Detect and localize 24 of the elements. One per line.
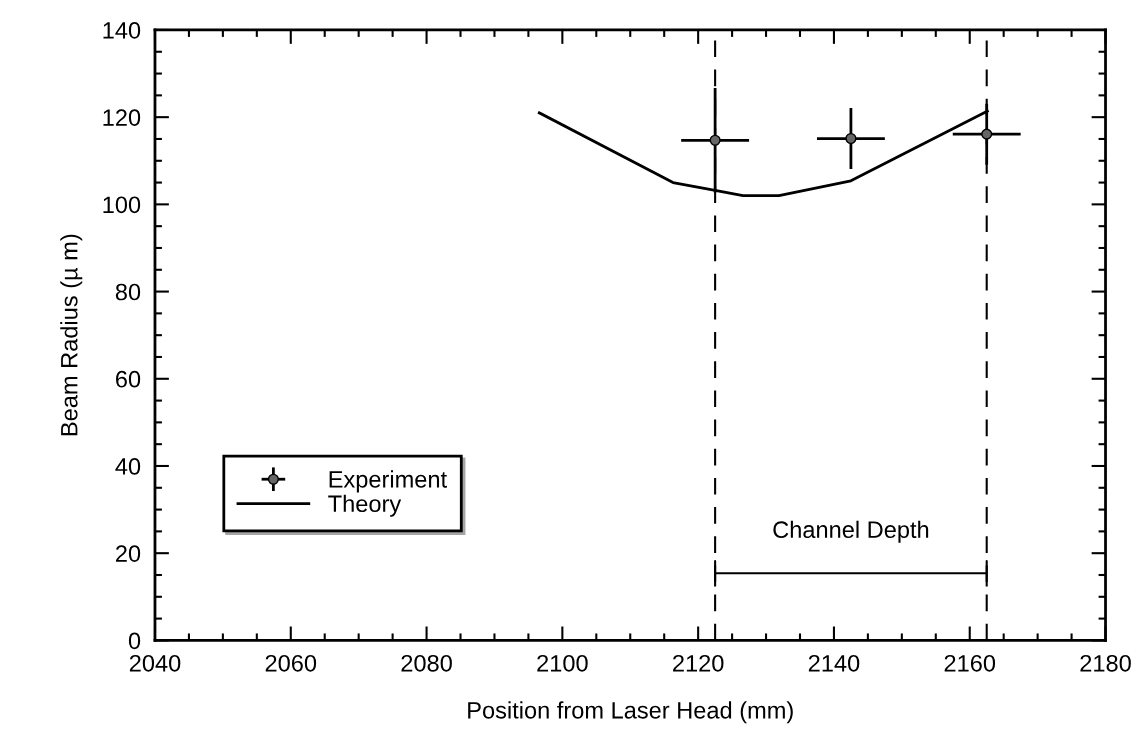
x-tick-label: 2060 — [265, 654, 317, 672]
x-tick-label: 2160 — [944, 654, 996, 672]
x-tick-label: 2180 — [1080, 654, 1131, 672]
x-axis-title: Position from Laser Head (mm) — [468, 701, 793, 724]
x-tick-label: 2040 — [129, 654, 181, 672]
y-tick-label: 20 — [116, 545, 141, 562]
y-tick-label: 140 — [103, 22, 141, 39]
y-tick-label: 80 — [115, 283, 141, 301]
point — [981, 128, 993, 140]
y-tick-label: 60 — [116, 370, 141, 388]
x-tick-label: 2140 — [808, 654, 860, 672]
annotation: Channel Depth — [773, 520, 929, 543]
y-tick-label: 0 — [128, 632, 141, 650]
x-tick-label: 2120 — [673, 654, 724, 672]
x-tick-label: 2080 — [401, 654, 452, 672]
y-tick-label: 100 — [103, 196, 141, 214]
x-tick-label: 2100 — [537, 654, 588, 672]
y-tick-label: 120 — [103, 109, 141, 126]
point — [709, 134, 721, 146]
y-axis-title: Beam Radius (µ m) — [60, 234, 83, 436]
point — [845, 132, 857, 145]
legend-label: Theory — [328, 494, 402, 517]
y-tick-label: 40 — [115, 458, 141, 475]
legend-label: Experiment — [329, 470, 447, 493]
